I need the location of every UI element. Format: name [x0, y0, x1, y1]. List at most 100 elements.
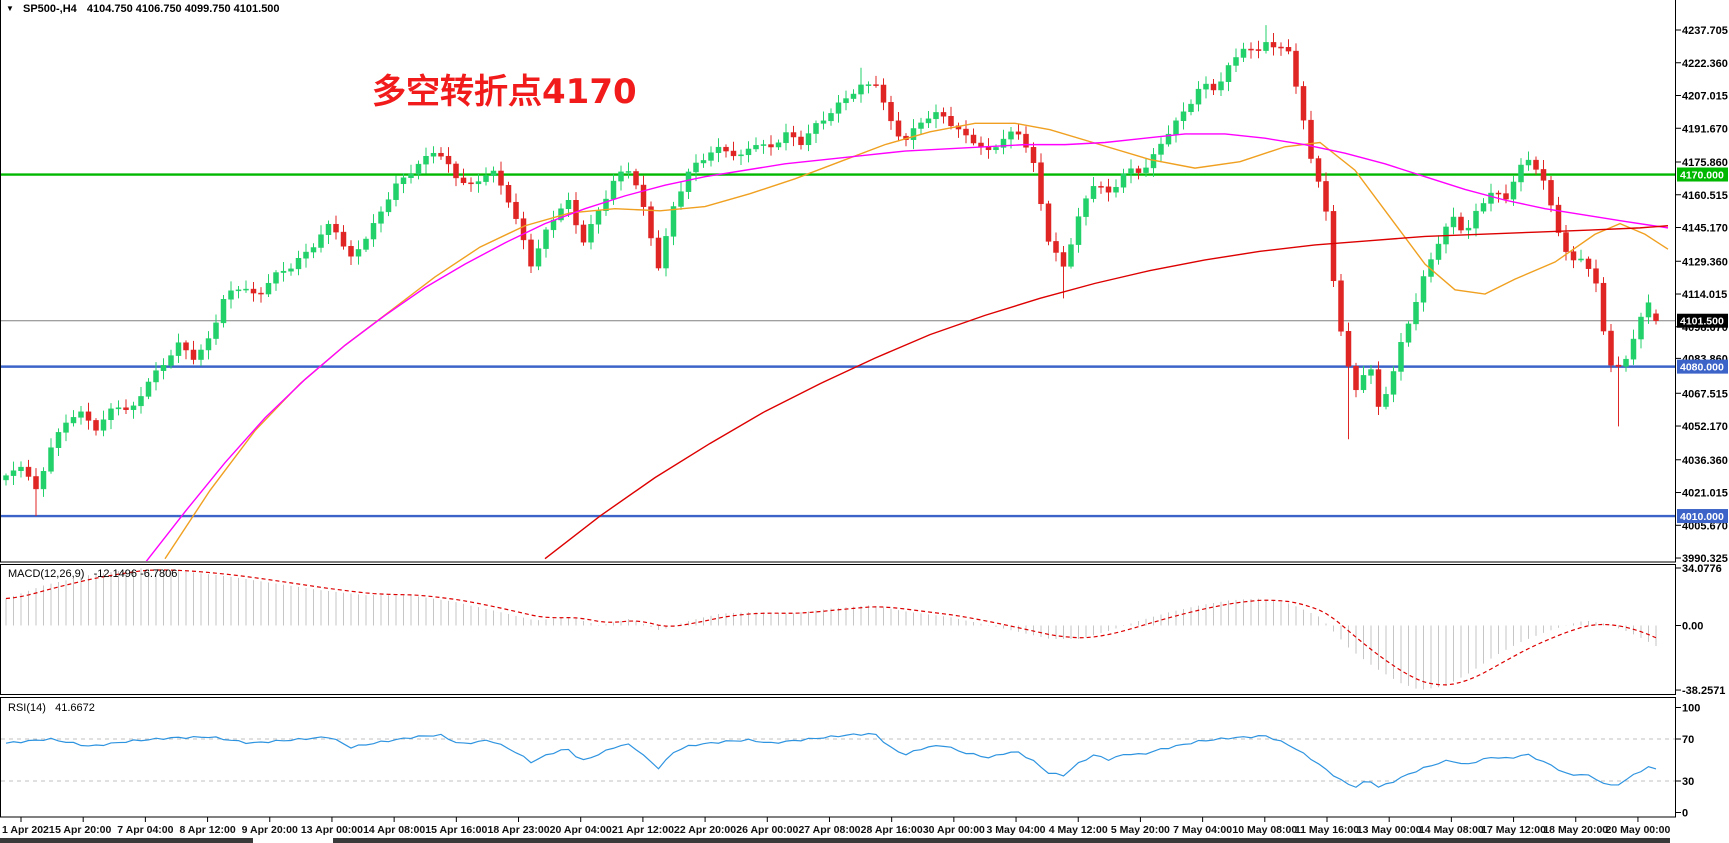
candle-body — [310, 247, 317, 253]
candle-body — [1488, 192, 1494, 204]
candle-body — [1038, 162, 1044, 205]
time-axis-label: 30 Apr 00:00 — [923, 824, 985, 836]
candle-body — [250, 288, 257, 294]
bottom-window-edge-left — [0, 838, 253, 843]
price-badge-4080.000-text: 4080.000 — [1680, 362, 1724, 374]
candle-body — [873, 84, 879, 86]
candle-body — [145, 381, 152, 397]
price-axis: 4237.705 4222.360 4207.015 4191.670 4175.860… — [1676, 25, 1728, 565]
candle-body — [3, 475, 9, 481]
candles-layer — [3, 25, 1659, 517]
time-axis-label: 7 Apr 04:00 — [117, 824, 173, 836]
candle-body — [1218, 81, 1224, 91]
time-axis-label: 5 Apr 20:00 — [55, 824, 111, 836]
candle-body — [93, 420, 99, 431]
candle-body — [1143, 167, 1149, 173]
candle-body — [768, 144, 774, 148]
candle-body — [460, 177, 467, 184]
candle-body — [1360, 375, 1367, 391]
candle-body — [1413, 301, 1419, 325]
time-axis-label: 13 May 00:00 — [1357, 824, 1422, 836]
price-axis-label: 4129.360 — [1682, 256, 1728, 268]
candle-body — [115, 407, 122, 410]
candle-body — [783, 132, 789, 144]
candle-body — [1210, 83, 1217, 91]
candle-body — [318, 234, 324, 248]
candle-body — [100, 419, 107, 431]
price-axis-label: 4036.360 — [1682, 455, 1728, 467]
candle-body — [280, 270, 287, 273]
candle-body — [910, 128, 917, 140]
candle-body — [85, 411, 92, 421]
candle-body — [183, 342, 189, 351]
candle-body — [1653, 313, 1659, 321]
price-badge-4170.000: 4170.000 — [1677, 167, 1728, 182]
candle-body — [760, 144, 767, 146]
rsi-axis-label: 30 — [1682, 776, 1694, 788]
time-axis-label: 26 Apr 00:00 — [736, 824, 798, 836]
price-axis-label: 4207.015 — [1682, 91, 1728, 103]
time-axis-label: 15 Apr 16:00 — [425, 824, 487, 836]
candle-body — [1075, 216, 1082, 245]
candle-body — [828, 113, 834, 122]
time-axis-label: 20 May 00:00 — [1606, 824, 1671, 836]
candle-body — [513, 201, 519, 219]
macd-axis-label: -38.2571 — [1682, 685, 1725, 697]
candle-body — [288, 268, 294, 272]
candle-body — [723, 146, 729, 152]
candle-body — [1248, 48, 1254, 51]
candle-body — [445, 155, 452, 165]
time-axis[interactable]: 1 Apr 2021 5 Apr 20:00 7 Apr 04:00 8 Apr 12… — [2, 817, 1670, 836]
candle-body — [1450, 216, 1457, 228]
candle-body — [1053, 241, 1059, 253]
candle-body — [130, 405, 137, 410]
candle-body — [963, 128, 969, 136]
candle-body — [453, 163, 459, 179]
candle-body — [738, 154, 744, 157]
candle-body — [895, 120, 902, 137]
price-axis-label: 4160.515 — [1682, 190, 1728, 202]
candle-body — [1105, 186, 1112, 193]
moving-average-slow-ma — [544, 225, 1669, 560]
candle-body — [213, 322, 219, 339]
candle-body — [355, 249, 362, 257]
candle-body — [708, 152, 714, 161]
moving-average-fast-ma — [164, 122, 1669, 560]
candle-body — [1533, 159, 1539, 170]
candle-body — [625, 171, 632, 173]
candle-body — [408, 173, 414, 179]
price-axis-label: 4021.015 — [1682, 488, 1728, 500]
candle-body — [438, 152, 444, 157]
candle-body — [1368, 369, 1374, 376]
candle-body — [1375, 369, 1382, 407]
time-axis-label: 8 Apr 12:00 — [179, 824, 235, 836]
candle-body — [610, 180, 617, 200]
time-axis-label: 18 May 20:00 — [1543, 824, 1608, 836]
candle-body — [1090, 186, 1097, 199]
candle-body — [1135, 168, 1142, 173]
candle-body — [1495, 192, 1502, 195]
candle-body — [48, 447, 54, 472]
rsi-panel[interactable]: 100 70 30 0 — [1, 703, 1700, 820]
macd-panel[interactable]: 34.0776 0.00 -38.2571 — [5, 563, 1725, 697]
price-axis-label: 4175.860 — [1682, 157, 1728, 169]
moving-average-medium-ma — [145, 133, 1669, 561]
candle-body — [198, 349, 204, 360]
candle-body — [1308, 119, 1314, 159]
candle-body — [1630, 338, 1637, 360]
candle-body — [10, 470, 17, 476]
candle-body — [1098, 186, 1104, 188]
candle-body — [1615, 364, 1622, 367]
candle-body — [153, 370, 159, 383]
candle-body — [745, 148, 752, 156]
candle-body — [865, 84, 872, 86]
candle-body — [340, 231, 347, 247]
candle-body — [1068, 244, 1074, 267]
time-axis-label: 14 Apr 08:00 — [363, 824, 425, 836]
time-axis-label: 7 May 04:00 — [1173, 824, 1232, 836]
candle-body — [880, 84, 887, 103]
main-price-panel[interactable] — [0, 25, 1676, 563]
candle-body — [1225, 65, 1232, 82]
candle-body — [648, 206, 654, 239]
